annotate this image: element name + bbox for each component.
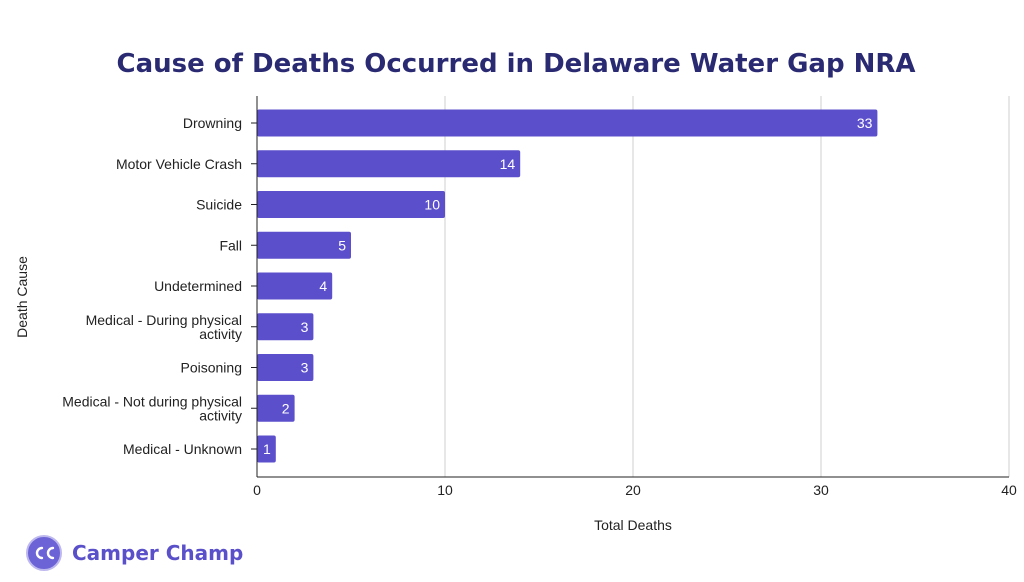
axes bbox=[251, 96, 1009, 478]
category-label: Suicide bbox=[196, 197, 242, 213]
x-axis-title: Total Deaths bbox=[594, 517, 672, 533]
category-label: Motor Vehicle Crash bbox=[116, 156, 242, 172]
category-label: Medical - Unknown bbox=[123, 441, 242, 457]
camper-champ-logo-icon bbox=[26, 535, 62, 571]
category-label-line: Medical - Unknown bbox=[123, 441, 242, 457]
bar bbox=[257, 272, 333, 300]
bar bbox=[257, 394, 295, 422]
category-label: Poisoning bbox=[181, 360, 243, 376]
brand-name: Camper Champ bbox=[72, 541, 244, 565]
category-label-line: Undetermined bbox=[154, 278, 242, 294]
brand-logo: Camper Champ bbox=[26, 535, 243, 571]
category-label-line: activity bbox=[199, 407, 242, 423]
x-tick-label: 40 bbox=[1001, 482, 1017, 498]
category-label: Undetermined bbox=[154, 278, 242, 294]
x-tick-label: 20 bbox=[625, 482, 641, 498]
category-label: Medical - During physical activity bbox=[86, 312, 242, 342]
category-label: Fall bbox=[219, 237, 242, 253]
category-label-line: Suicide bbox=[196, 197, 242, 213]
x-tick-label: 0 bbox=[253, 482, 261, 498]
logo-mark-glyph bbox=[35, 546, 55, 560]
category-label-line: Medical - During physical bbox=[86, 312, 242, 328]
x-tick-label: 10 bbox=[437, 482, 453, 498]
data-label: 33 bbox=[857, 115, 873, 131]
category-label-line: Medical - Not during physical bbox=[62, 393, 242, 409]
x-tick-label: 30 bbox=[813, 482, 829, 498]
chart-title: Cause of Deaths Occurred in Delaware Wat… bbox=[116, 49, 915, 79]
y-axis-title: Death Cause bbox=[14, 256, 30, 338]
category-label-line: Motor Vehicle Crash bbox=[116, 156, 242, 172]
data-label: 10 bbox=[424, 197, 440, 213]
data-label: 3 bbox=[301, 360, 309, 376]
bar bbox=[257, 435, 276, 463]
category-label-line: Poisoning bbox=[181, 360, 243, 376]
gridlines bbox=[444, 96, 1010, 477]
bar bbox=[257, 109, 878, 137]
data-label: 2 bbox=[282, 400, 290, 416]
data-label: 1 bbox=[263, 441, 271, 457]
category-label-line: activity bbox=[199, 326, 242, 342]
data-label: 4 bbox=[319, 278, 327, 294]
bar bbox=[257, 191, 445, 218]
data-label: 5 bbox=[338, 237, 346, 253]
category-label-line: Fall bbox=[219, 237, 242, 253]
bar bbox=[257, 354, 314, 381]
bar bbox=[257, 231, 351, 259]
category-label: Drowning bbox=[183, 115, 242, 131]
bar bbox=[257, 150, 521, 178]
bar bbox=[257, 313, 314, 341]
bars bbox=[257, 109, 878, 463]
category-label-line: Drowning bbox=[183, 115, 242, 131]
category-label: Medical - Not during physical activity bbox=[62, 393, 242, 423]
data-label: 3 bbox=[301, 319, 309, 335]
data-label: 14 bbox=[500, 156, 516, 172]
